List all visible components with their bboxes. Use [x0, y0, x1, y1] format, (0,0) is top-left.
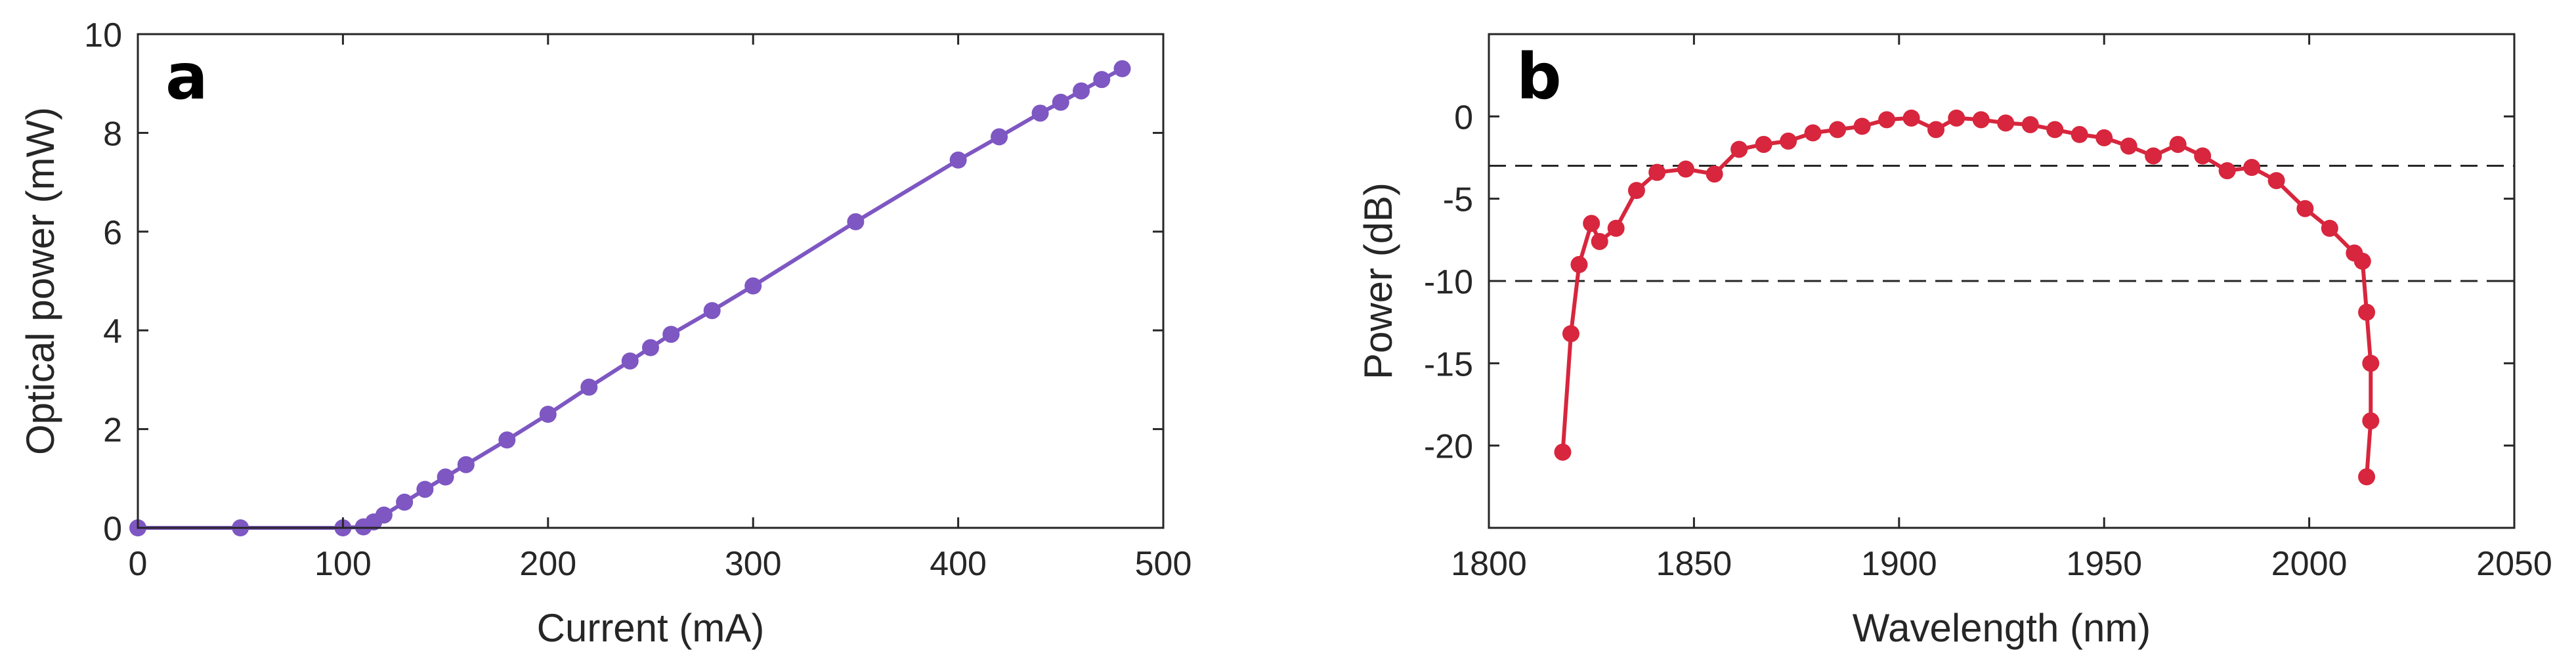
data-point [2358, 303, 2376, 321]
data-point [949, 151, 967, 169]
y-tick-label: 6 [103, 214, 122, 252]
data-point [1804, 124, 1822, 142]
x-tick-label: 100 [314, 545, 372, 583]
series-line [136, 66, 1125, 530]
data-point [744, 277, 762, 295]
data-point [1755, 135, 1772, 153]
data-point [2353, 252, 2371, 270]
data-point [396, 493, 414, 511]
data-point [1829, 121, 1847, 139]
data-point [1073, 82, 1090, 100]
data-point [1972, 111, 1990, 129]
data-point [2194, 147, 2212, 165]
data-point [991, 128, 1008, 146]
x-tick-label: 1800 [1451, 545, 1527, 583]
data-point [580, 378, 598, 396]
data-point [847, 213, 865, 230]
x-tick-label: 2000 [2271, 545, 2348, 583]
data-point [1031, 104, 1049, 122]
data-point [457, 456, 475, 473]
data-point [1677, 160, 1694, 178]
data-point [1591, 232, 1608, 250]
data-point [1093, 71, 1111, 89]
data-point [375, 506, 393, 524]
y-tick-label: 8 [103, 115, 122, 153]
x-tick-label: 300 [725, 545, 782, 583]
y-tick-label: 10 [84, 16, 122, 54]
data-point [1627, 182, 1645, 200]
y-tick-label: -15 [1424, 345, 1473, 383]
x-tick-label: 1850 [1656, 545, 1732, 583]
data-point [2362, 412, 2380, 430]
data-point [1878, 111, 1896, 129]
x-tick-label: 1900 [1861, 545, 1937, 583]
x-axis-label-a: Current (mA) [537, 606, 765, 650]
data-point [1927, 121, 1945, 139]
data-point [1583, 215, 1600, 232]
data-point [2321, 219, 2338, 237]
data-point [703, 302, 721, 320]
y-axis-label-b: Power (dB) [1356, 183, 1400, 379]
data-point [2362, 355, 2380, 372]
data-point [1902, 109, 1920, 127]
data-point [416, 481, 434, 498]
series-optical-power [129, 60, 1131, 536]
x-axis-label-b: Wavelength (nm) [1853, 606, 2151, 650]
data-point [1607, 219, 1625, 237]
y-tick-label: 0 [1454, 98, 1473, 137]
ticks-a: 0 100 200 300 400 500 0 2 4 6 8 10 [84, 16, 1191, 583]
data-point [662, 326, 680, 343]
data-point [1706, 165, 1723, 183]
y-tick-label: -10 [1424, 263, 1473, 301]
y-tick-label: 4 [103, 313, 122, 351]
y-tick-label: 0 [103, 510, 122, 548]
data-point [1052, 93, 1069, 111]
data-point [2243, 159, 2261, 177]
x-tick-label: 200 [519, 545, 576, 583]
data-point [1570, 255, 1588, 273]
data-point [1948, 109, 1965, 127]
y-axis-label-a: Optical power (mW) [18, 107, 62, 455]
data-point [1648, 163, 1666, 181]
data-point [2046, 121, 2064, 139]
x-tick-label: 0 [129, 545, 148, 583]
data-point [2021, 116, 2039, 133]
data-point [2145, 147, 2162, 165]
data-point [539, 406, 557, 423]
plot-frame-a [137, 33, 1165, 529]
ticks-b: 1800 1850 1900 1950 2000 2050 0 -5 -10 -15 -20 [1424, 34, 2552, 583]
data-point [2120, 137, 2137, 155]
x-tick-label: 2050 [2476, 545, 2552, 583]
y-tick-label: -20 [1424, 428, 1473, 466]
panel-label-b: b [1516, 40, 1562, 114]
data-point [2267, 172, 2285, 190]
data-point [1853, 118, 1871, 135]
data-point [2296, 200, 2314, 217]
data-point [1113, 60, 1131, 77]
data-point [2218, 162, 2236, 180]
data-point [1780, 132, 1797, 150]
data-point [1562, 325, 1579, 343]
x-tick-label: 500 [1135, 545, 1192, 583]
series-spectrum [1554, 109, 2380, 486]
data-point [621, 352, 639, 370]
data-point [1730, 140, 1748, 158]
data-point [2169, 135, 2187, 153]
panel-label-a: a [165, 40, 208, 114]
data-point [437, 468, 454, 486]
y-tick-label: -5 [1443, 181, 1473, 219]
y-tick-label: 2 [103, 412, 122, 450]
chart-panel-a: a 0 100 200 300 400 500 0 2 4 6 8 10 Current (mA) O… [18, 16, 1191, 650]
data-point [642, 339, 659, 356]
chart-panel-b: b 1800 1850 1900 1950 2000 2050 0 -5 -10 -15 -20 W… [1356, 33, 2552, 650]
data-point [2095, 129, 2113, 146]
data-point [2358, 468, 2376, 486]
data-point [2071, 125, 2088, 143]
x-tick-label: 400 [930, 545, 987, 583]
x-tick-label: 1950 [2066, 545, 2142, 583]
data-point [498, 431, 516, 449]
data-point [1997, 114, 2015, 132]
data-point [1554, 443, 1572, 461]
